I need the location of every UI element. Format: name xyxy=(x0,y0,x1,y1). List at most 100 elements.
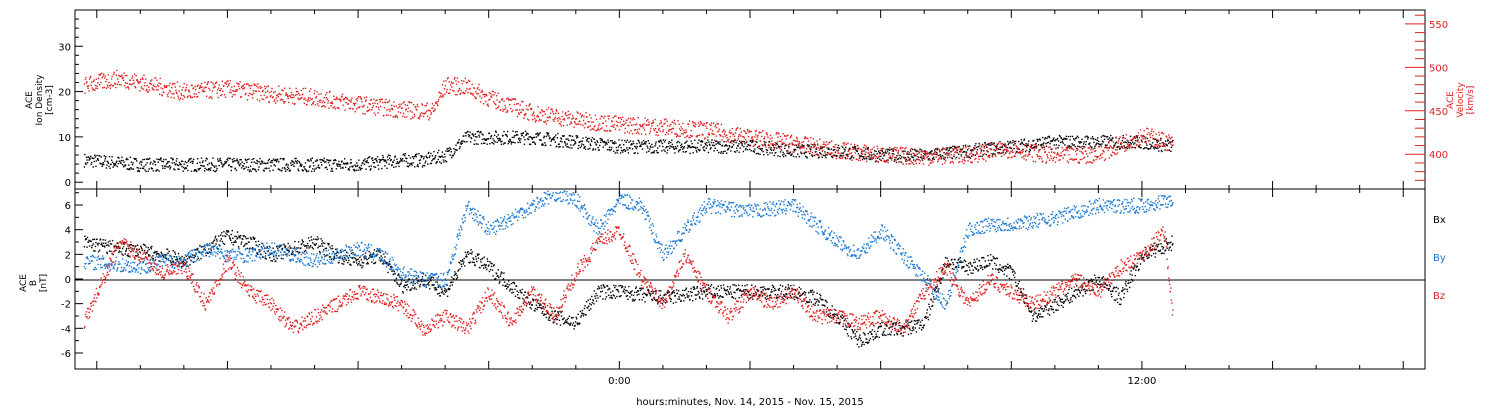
data-point xyxy=(440,156,442,158)
data-point xyxy=(99,74,101,76)
data-point xyxy=(394,155,396,157)
data-point xyxy=(780,149,783,151)
data-point xyxy=(261,160,264,163)
data-point xyxy=(593,129,595,131)
data-point xyxy=(820,146,822,148)
data-point xyxy=(88,239,90,242)
data-point xyxy=(122,79,125,82)
data-point xyxy=(792,139,795,142)
data-point xyxy=(941,163,944,165)
data-point xyxy=(846,157,849,160)
data-point xyxy=(144,253,147,255)
data-point xyxy=(903,157,905,159)
data-point xyxy=(852,157,855,159)
data-point xyxy=(321,240,323,242)
data-point xyxy=(128,245,131,247)
data-point xyxy=(274,165,276,167)
data-point xyxy=(113,164,115,167)
data-point xyxy=(1125,134,1128,136)
data-point xyxy=(457,269,460,271)
data-point xyxy=(380,255,382,257)
data-point xyxy=(86,159,88,161)
data-point xyxy=(1076,153,1078,155)
data-point xyxy=(340,167,342,169)
data-point xyxy=(1035,142,1037,145)
data-point xyxy=(690,129,692,132)
data-point xyxy=(218,235,220,237)
data-point xyxy=(783,142,785,144)
data-point xyxy=(557,120,559,122)
data-point xyxy=(305,245,308,247)
data-point xyxy=(903,153,905,155)
data-point xyxy=(370,165,372,167)
data-point xyxy=(289,169,291,171)
data-point xyxy=(1031,156,1034,158)
data-point xyxy=(162,88,164,90)
data-point xyxy=(257,160,259,163)
data-point xyxy=(234,90,237,93)
data-point xyxy=(403,101,405,103)
data-point xyxy=(160,251,162,253)
data-point xyxy=(638,133,640,135)
data-point xyxy=(403,112,405,115)
data-point xyxy=(613,143,615,145)
data-point xyxy=(1167,138,1169,140)
data-point xyxy=(902,150,904,153)
data-point xyxy=(826,152,829,154)
data-point xyxy=(1047,141,1050,143)
data-point xyxy=(1050,148,1052,150)
data-point xyxy=(416,165,418,167)
data-point xyxy=(998,141,1001,143)
data-point xyxy=(677,120,679,122)
data-point xyxy=(567,138,569,140)
data-point xyxy=(834,146,836,148)
data-point xyxy=(309,165,311,167)
data-point xyxy=(531,107,533,110)
data-point xyxy=(561,111,564,113)
data-point xyxy=(1057,140,1060,142)
data-point xyxy=(687,144,689,147)
data-point xyxy=(393,101,395,103)
data-point xyxy=(1092,159,1095,161)
data-point xyxy=(318,93,320,95)
data-point xyxy=(885,161,887,163)
data-point xyxy=(432,110,435,113)
data-point xyxy=(426,110,428,112)
data-point xyxy=(1032,146,1035,149)
data-point xyxy=(86,85,89,87)
data-point xyxy=(459,93,461,95)
data-point xyxy=(339,165,341,168)
data-point xyxy=(565,138,567,140)
data-point xyxy=(642,127,645,129)
data-point xyxy=(549,137,551,139)
data-point xyxy=(459,146,461,148)
data-point xyxy=(209,169,212,172)
data-point xyxy=(446,148,448,150)
data-point xyxy=(723,145,726,147)
data-point xyxy=(387,114,389,116)
data-point xyxy=(542,144,544,146)
data-point xyxy=(969,145,971,147)
data-point xyxy=(581,114,584,116)
data-point xyxy=(1069,135,1072,138)
data-point xyxy=(408,164,411,167)
data-point xyxy=(467,250,469,253)
data-point xyxy=(1035,144,1038,147)
data-point xyxy=(626,119,628,121)
data-point xyxy=(299,94,301,96)
data-point xyxy=(357,264,359,266)
data-point xyxy=(108,250,111,252)
data-point xyxy=(1058,159,1060,161)
data-point xyxy=(148,168,150,170)
data-point xyxy=(460,143,462,145)
data-point xyxy=(963,162,965,165)
data-point xyxy=(983,147,985,149)
data-point xyxy=(185,166,187,169)
data-point xyxy=(637,152,639,154)
data-point xyxy=(148,86,150,88)
data-point xyxy=(989,144,992,146)
data-point xyxy=(432,277,435,279)
data-point xyxy=(745,147,747,150)
data-point xyxy=(101,244,103,246)
data-point xyxy=(634,129,636,131)
